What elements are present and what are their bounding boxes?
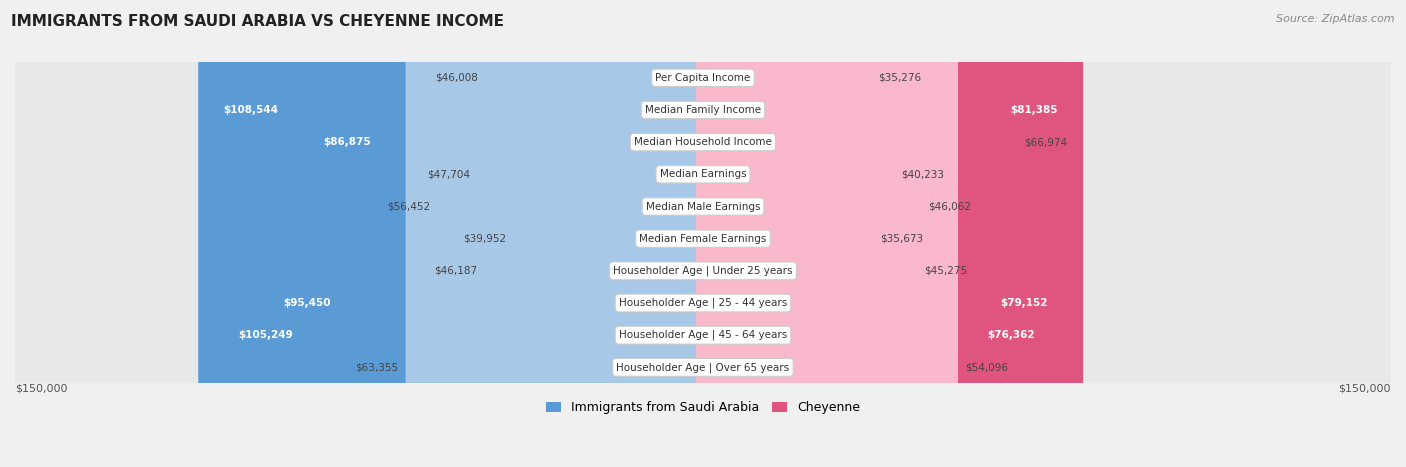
Text: $108,544: $108,544: [224, 105, 278, 115]
Text: $150,000: $150,000: [15, 383, 67, 394]
Text: $35,276: $35,276: [879, 73, 922, 83]
Text: Householder Age | Over 65 years: Householder Age | Over 65 years: [616, 362, 790, 373]
Text: $76,362: $76,362: [987, 330, 1035, 340]
Text: $45,275: $45,275: [924, 266, 967, 276]
Text: $56,452: $56,452: [387, 201, 430, 212]
FancyBboxPatch shape: [696, 0, 1060, 467]
Text: $46,062: $46,062: [928, 201, 972, 212]
Text: Median Male Earnings: Median Male Earnings: [645, 201, 761, 212]
FancyBboxPatch shape: [477, 0, 710, 467]
FancyBboxPatch shape: [696, 0, 918, 467]
FancyBboxPatch shape: [696, 0, 1083, 467]
Text: Median Female Earnings: Median Female Earnings: [640, 234, 766, 244]
FancyBboxPatch shape: [198, 0, 710, 467]
FancyBboxPatch shape: [696, 0, 873, 467]
Text: Householder Age | Under 25 years: Householder Age | Under 25 years: [613, 266, 793, 276]
Text: $95,450: $95,450: [284, 298, 330, 308]
Text: $150,000: $150,000: [1339, 383, 1391, 394]
FancyBboxPatch shape: [696, 0, 957, 467]
Text: $47,704: $47,704: [427, 170, 471, 179]
Text: $54,096: $54,096: [965, 362, 1008, 372]
Text: $35,673: $35,673: [880, 234, 924, 244]
Text: Source: ZipAtlas.com: Source: ZipAtlas.com: [1277, 14, 1395, 24]
FancyBboxPatch shape: [484, 0, 710, 467]
Text: $46,187: $46,187: [434, 266, 478, 276]
Text: $46,008: $46,008: [436, 73, 478, 83]
Text: $63,355: $63,355: [356, 362, 399, 372]
Text: $86,875: $86,875: [323, 137, 371, 147]
Text: Householder Age | 25 - 44 years: Householder Age | 25 - 44 years: [619, 298, 787, 308]
Text: Median Earnings: Median Earnings: [659, 170, 747, 179]
FancyBboxPatch shape: [696, 0, 1017, 467]
Text: $39,952: $39,952: [463, 234, 506, 244]
Legend: Immigrants from Saudi Arabia, Cheyenne: Immigrants from Saudi Arabia, Cheyenne: [541, 396, 865, 419]
Text: $40,233: $40,233: [901, 170, 945, 179]
Text: $66,974: $66,974: [1024, 137, 1067, 147]
FancyBboxPatch shape: [696, 0, 872, 467]
Text: Median Household Income: Median Household Income: [634, 137, 772, 147]
FancyBboxPatch shape: [405, 0, 710, 467]
FancyBboxPatch shape: [214, 0, 710, 467]
FancyBboxPatch shape: [298, 0, 710, 467]
FancyBboxPatch shape: [437, 0, 710, 467]
FancyBboxPatch shape: [696, 0, 921, 467]
FancyBboxPatch shape: [485, 0, 710, 467]
Text: $81,385: $81,385: [1011, 105, 1057, 115]
Text: Median Family Income: Median Family Income: [645, 105, 761, 115]
FancyBboxPatch shape: [259, 0, 710, 467]
Text: IMMIGRANTS FROM SAUDI ARABIA VS CHEYENNE INCOME: IMMIGRANTS FROM SAUDI ARABIA VS CHEYENNE…: [11, 14, 505, 29]
Text: $79,152: $79,152: [1000, 298, 1047, 308]
FancyBboxPatch shape: [696, 0, 1073, 467]
Text: Per Capita Income: Per Capita Income: [655, 73, 751, 83]
FancyBboxPatch shape: [513, 0, 710, 467]
Text: Householder Age | 45 - 64 years: Householder Age | 45 - 64 years: [619, 330, 787, 340]
Text: $105,249: $105,249: [239, 330, 294, 340]
FancyBboxPatch shape: [696, 0, 894, 467]
